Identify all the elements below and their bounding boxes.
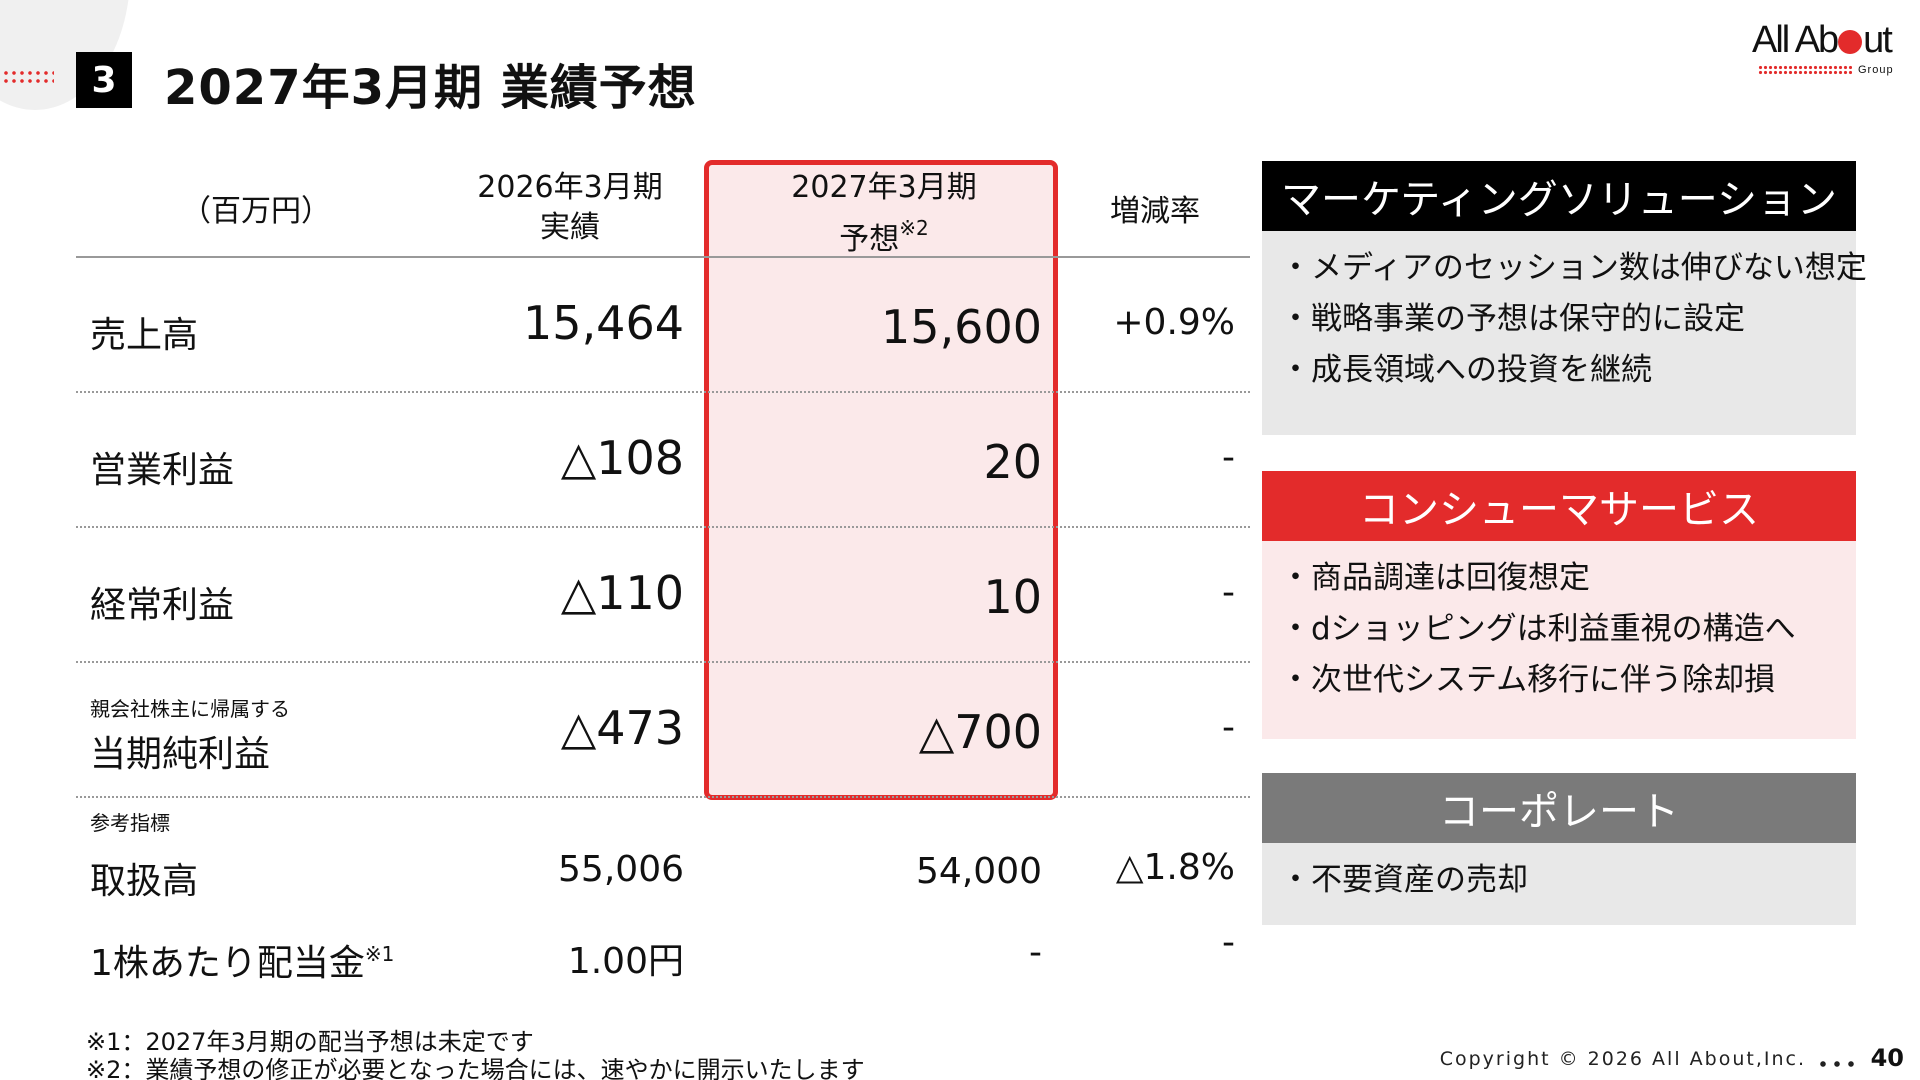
row-label-dividend: 1株あたり配当金※1 — [90, 934, 394, 986]
actual-header-line2: 実績 — [540, 210, 600, 245]
segment-body-marketing: ・メディアのセッション数は伸びない想定 ・戦略事業の予想は保守的に設定 ・成長領… — [1262, 231, 1867, 435]
forecast-header-line2: 予想※2 — [754, 208, 1014, 260]
segment-title-marketing: マーケティングソリューション — [1262, 161, 1856, 231]
row-divider — [76, 661, 1250, 663]
dividend-actual: 1.00円 — [567, 941, 684, 982]
segment-bullet: ・メディアのセッション数は伸びない想定 — [1280, 250, 1867, 286]
rate-column-header: 増減率 — [1110, 194, 1200, 229]
net-income-actual: △473 — [560, 701, 684, 755]
segment-title-corporate: コーポレート — [1262, 773, 1856, 843]
segment-bullet: ・戦略事業の予想は保守的に設定 — [1280, 301, 1745, 337]
ordinary-profit-actual: △110 — [560, 566, 684, 620]
forecast-header-line1: 2027年3月期 — [791, 170, 977, 205]
reference-label: 参考指標 — [90, 811, 170, 835]
segment-body-corporate: ・不要資産の売却 — [1262, 843, 1856, 925]
forecast-column-header: 2027年3月期 予想※2 — [754, 168, 1014, 260]
operating-profit-rate: - — [1222, 437, 1235, 478]
net-income-forecast: △700 — [918, 705, 1042, 759]
transaction-volume-rate: △1.8% — [1115, 847, 1235, 888]
forecast-header-label: 予想 — [839, 222, 900, 257]
operating-profit-actual: △108 — [560, 431, 684, 485]
copyright: Copyright © 2026 All About,Inc. — [1439, 1048, 1806, 1070]
row-divider — [76, 391, 1250, 393]
unit-label: （百万円） — [181, 194, 331, 229]
logo-text-right: ut — [1863, 19, 1893, 61]
sales-actual: 15,464 — [523, 296, 684, 350]
logo-dot-pattern-icon — [1758, 65, 1852, 75]
footnote-1: ※1：2027年3月期の配当予想は未定です — [86, 1028, 534, 1056]
logo-red-dot-icon — [1838, 30, 1863, 54]
page-title: 2027年3月期 業績予想 — [164, 60, 697, 116]
header-divider — [76, 256, 1250, 258]
dividend-footnote-mark: ※1 — [364, 942, 395, 966]
row-divider — [76, 796, 1250, 798]
row-label-operating-profit: 営業利益 — [90, 450, 235, 491]
row-label-ordinary-profit: 経常利益 — [90, 585, 235, 626]
segment-bullet: ・商品調達は回復想定 — [1280, 560, 1590, 596]
segment-bullet: ・次世代システム移行に伴う除却損 — [1280, 662, 1776, 698]
section-number-badge: 3 — [76, 52, 132, 108]
sales-forecast: 15,600 — [881, 300, 1042, 354]
segment-body-consumer: ・商品調達は回復想定 ・dショッピングは利益重視の構造へ ・次世代システム移行に… — [1262, 541, 1856, 739]
forecast-highlight-box — [704, 160, 1058, 800]
page-dots-decoration — [1816, 1060, 1856, 1068]
row-label-sales: 売上高 — [90, 315, 199, 356]
all-about-logo: All Ab ut Group — [1752, 18, 1902, 80]
sales-rate: +0.9% — [1113, 302, 1235, 343]
logo-group-label: Group — [1858, 64, 1894, 76]
logo-wordmark: All Ab ut — [1752, 18, 1902, 62]
dividend-rate: - — [1222, 922, 1235, 963]
dividend-forecast: - — [1029, 932, 1042, 973]
dot-pattern-decoration — [2, 69, 54, 85]
segment-bullet: ・成長領域への投資を継続 — [1280, 352, 1652, 388]
dividend-label-text: 1株あたり配当金 — [90, 943, 365, 984]
transaction-volume-forecast: 54,000 — [916, 851, 1042, 892]
net-income-rate: - — [1222, 707, 1235, 748]
ordinary-profit-rate: - — [1222, 572, 1235, 613]
row-divider — [76, 526, 1250, 528]
page-number: 40 — [1870, 1044, 1904, 1072]
segment-title-consumer: コンシューマサービス — [1262, 471, 1856, 541]
footnote-2: ※2：業績予想の修正が必要となった場合には、速やかに開示いたします — [86, 1056, 865, 1080]
segment-bullet: ・不要資産の売却 — [1280, 862, 1528, 898]
logo-subline: Group — [1758, 64, 1894, 76]
row-label-transaction-volume: 取扱高 — [90, 861, 199, 902]
logo-text-left: All Ab — [1752, 19, 1839, 61]
ordinary-profit-forecast: 10 — [983, 570, 1042, 624]
segment-bullet: ・dショッピングは利益重視の構造へ — [1280, 611, 1796, 647]
forecast-footnote-mark: ※2 — [899, 216, 929, 240]
transaction-volume-actual: 55,006 — [558, 849, 684, 890]
row-sublabel-net-income: 親会社株主に帰属する — [90, 697, 290, 721]
actual-header-line1: 2026年3月期 — [477, 170, 663, 205]
actual-column-header: 2026年3月期 実績 — [440, 168, 700, 248]
operating-profit-forecast: 20 — [983, 435, 1042, 489]
row-label-net-income: 当期純利益 — [90, 734, 271, 775]
